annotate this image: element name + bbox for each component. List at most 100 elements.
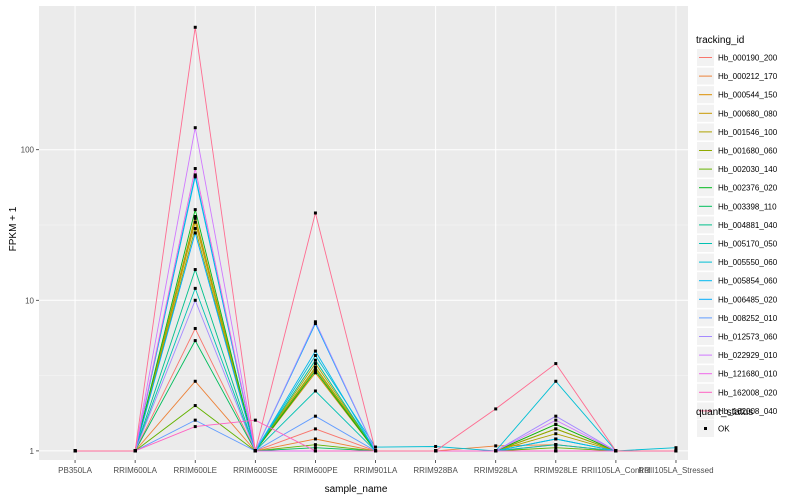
- data-point: [193, 286, 197, 290]
- legend-label: Hb_001680_060: [718, 147, 778, 156]
- data-point: [193, 208, 197, 212]
- x-tick-label: RRIM600LA: [113, 466, 157, 475]
- data-point: [554, 422, 558, 426]
- legend-label: Hb_000544_150: [718, 91, 778, 100]
- legend-label: Hb_012573_060: [718, 333, 778, 342]
- x-axis: PB350LA RRIM600LA RRIM600LE RRIM600SE RRIM60…: [58, 460, 714, 475]
- legend-label: Hb_000212_170: [718, 72, 778, 81]
- data-point: [193, 215, 197, 219]
- y-axis: 1 10 100: [21, 146, 39, 456]
- data-point: [313, 369, 317, 373]
- x-tick-label: RRIM901LA: [354, 466, 398, 475]
- quant-status-legend: quant_status OK: [696, 407, 753, 437]
- legend-label: Hb_022929_010: [718, 351, 778, 360]
- data-point: [313, 427, 317, 431]
- data-point: [494, 449, 498, 453]
- legend: tracking_id Hb_000190_200 Hb_000212_170 Hb…: [696, 35, 778, 420]
- data-point: [313, 362, 317, 366]
- data-point: [193, 126, 197, 130]
- data-point: [193, 167, 197, 171]
- data-point: [193, 298, 197, 302]
- legend-label: Hb_005170_050: [718, 240, 778, 249]
- legend-label: OK: [718, 425, 730, 434]
- data-point: [554, 437, 558, 441]
- x-tick-label: RRII105LA_Control: [581, 466, 651, 475]
- y-axis-title: FPKM + 1: [8, 206, 19, 251]
- data-point: [554, 449, 558, 453]
- x-tick-label: PB350LA: [58, 466, 92, 475]
- data-point: [253, 449, 257, 453]
- x-tick-label: RRIM928BA: [413, 466, 458, 475]
- data-point: [434, 449, 438, 453]
- data-point: [313, 365, 317, 369]
- legend-label: Hb_162008_040: [718, 407, 778, 416]
- data-point: [193, 231, 197, 235]
- data-point: [313, 371, 317, 375]
- data-point: [554, 432, 558, 436]
- legend-key-point: [704, 427, 707, 430]
- data-point: [133, 449, 137, 453]
- x-tick-label: RRIM928LA: [474, 466, 518, 475]
- data-point: [193, 339, 197, 343]
- data-point: [494, 407, 498, 411]
- legend-label: Hb_002376_020: [718, 184, 778, 193]
- data-point: [193, 268, 197, 272]
- data-point: [193, 226, 197, 230]
- legend-label: Hb_002030_140: [718, 165, 778, 174]
- x-tick-label: RRII105LA_Stressed: [638, 466, 713, 475]
- data-point: [313, 358, 317, 362]
- data-point: [193, 25, 197, 29]
- legend-label: Hb_008252_010: [718, 314, 778, 323]
- data-point: [554, 414, 558, 418]
- data-point: [554, 443, 558, 447]
- y-tick-label: 100: [21, 146, 35, 155]
- legend-label: Hb_000680_080: [718, 109, 778, 118]
- legend-label: Hb_003398_110: [718, 202, 777, 211]
- data-point: [674, 449, 678, 453]
- data-point: [614, 449, 618, 453]
- x-tick-label: RRIM600SE: [233, 466, 277, 475]
- data-point: [313, 320, 317, 324]
- data-point: [193, 216, 197, 220]
- y-tick-label: 1: [30, 447, 35, 456]
- data-point: [193, 404, 197, 408]
- data-point: [313, 389, 317, 393]
- data-point: [313, 349, 317, 353]
- data-point: [554, 427, 558, 431]
- data-point: [313, 211, 317, 215]
- grid-minor: [39, 224, 688, 376]
- data-point: [313, 446, 317, 450]
- data-point: [313, 414, 317, 418]
- x-tick-label: RRIM600LE: [173, 466, 217, 475]
- data-point: [193, 425, 197, 429]
- data-point: [193, 326, 197, 330]
- data-point: [193, 418, 197, 422]
- legend-label: Hb_121680_010: [718, 370, 778, 379]
- data-point: [554, 418, 558, 422]
- data-point: [554, 446, 558, 450]
- data-point: [313, 437, 317, 441]
- data-point: [374, 449, 378, 453]
- data-point: [313, 322, 317, 326]
- legend-label: Hb_006485_020: [718, 295, 778, 304]
- legend-title: tracking_id: [696, 35, 744, 46]
- data-point: [313, 367, 317, 371]
- legend-label: Hb_000190_200: [718, 54, 778, 63]
- legend-label: Hb_005854_060: [718, 277, 778, 286]
- legend-label: Hb_001546_100: [718, 128, 778, 137]
- data-point: [193, 379, 197, 383]
- x-tick-label: RRIM600PE: [293, 466, 337, 475]
- data-point: [193, 175, 197, 179]
- data-point: [374, 445, 378, 449]
- data-point: [193, 220, 197, 224]
- data-point: [73, 449, 77, 453]
- plot-panel: [39, 6, 688, 460]
- x-tick-label: RRIM928LE: [534, 466, 578, 475]
- data-point: [494, 444, 498, 448]
- data-point: [674, 446, 678, 450]
- data-point: [313, 443, 317, 447]
- legend-label: Hb_004881_040: [718, 221, 778, 230]
- data-point: [554, 362, 558, 366]
- data-point: [554, 379, 558, 383]
